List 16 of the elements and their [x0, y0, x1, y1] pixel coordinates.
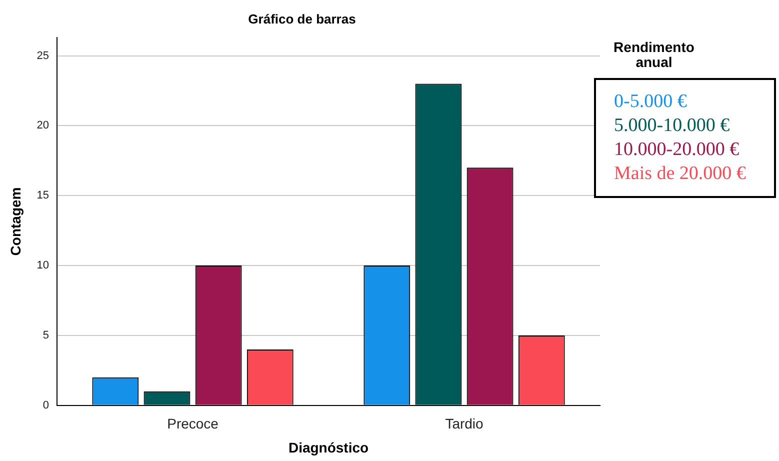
y-tick-label: 0 — [42, 399, 50, 412]
legend-title: Rendimento anual — [612, 39, 696, 70]
text: 10.000-20.000 € — [614, 138, 740, 162]
x-tick-label: Tardio — [445, 416, 484, 432]
chart-title: Gráfico de barras — [248, 11, 356, 26]
text: Mais de 20.000 € — [614, 162, 747, 186]
y-tick-label: 15 — [36, 190, 50, 202]
y-tick-label: 20 — [36, 120, 50, 132]
text: 5.000-10.000 € — [614, 114, 731, 138]
x-tick-label: Precoce — [167, 416, 219, 432]
y-axis-title: Contagem — [7, 187, 24, 256]
y-tick-label: 5 — [42, 330, 50, 342]
text: 0-5.000 € — [614, 90, 688, 114]
y-tick-label: 25 — [36, 50, 50, 62]
y-tick-label: 10 — [36, 260, 50, 272]
x-axis-title: Diagnóstico — [288, 439, 369, 456]
